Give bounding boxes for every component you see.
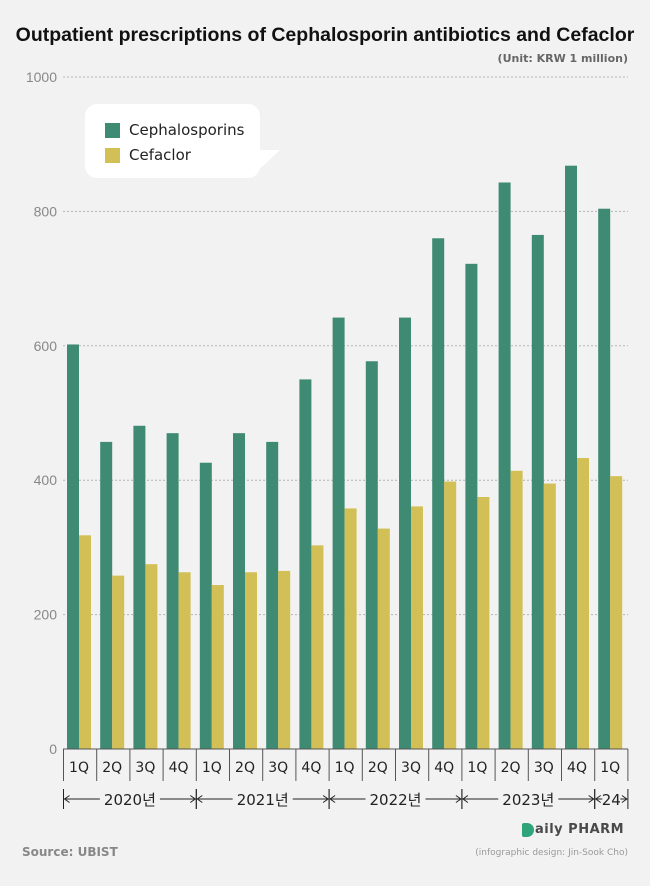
year-label: 2023년	[502, 791, 554, 809]
year-bracket-arrow	[322, 795, 329, 803]
legend-item-cephalosporins: Cephalosporins	[105, 121, 244, 139]
bar-cephalosporins	[598, 208, 611, 749]
bar-cefaclor	[610, 476, 623, 749]
bar-cephalosporins	[332, 317, 345, 749]
legend-swatch-cefaclor	[105, 147, 120, 163]
x-tick-label: 4Q	[169, 760, 189, 776]
legend: Cephalosporins Cefaclor	[85, 104, 260, 178]
x-tick-label: 2Q	[235, 760, 255, 776]
bar-cefaclor	[344, 508, 357, 749]
x-tick-label: 1Q	[335, 760, 355, 776]
x-tick-label: 3Q	[135, 760, 155, 776]
source-label: Source: UBIST	[22, 845, 118, 859]
x-tick-label: 2Q	[501, 760, 521, 776]
y-tick-label: 1000	[26, 69, 57, 85]
bar-cefaclor	[543, 483, 556, 749]
bar-cephalosporins	[299, 379, 312, 749]
bar-cephalosporins	[100, 441, 113, 749]
x-tick-label: 3Q	[401, 760, 421, 776]
year-bracket-arrow	[621, 795, 628, 803]
year-bracket-arrow	[594, 795, 601, 803]
bar-cefaclor	[245, 572, 257, 749]
bar-cefaclor	[477, 497, 490, 749]
bar-cephalosporins	[67, 344, 79, 749]
y-tick-label: 400	[34, 472, 58, 488]
year-label: 2021년	[237, 791, 289, 809]
year-label: 2022년	[370, 791, 422, 809]
year-bracket-arrow	[196, 795, 203, 803]
bar-cephalosporins	[565, 165, 577, 750]
unit-label: (Unit: KRW 1 million)	[497, 52, 628, 65]
y-tick-label: 200	[34, 607, 58, 623]
bar-cefaclor	[211, 585, 224, 749]
x-tick-label: 3Q	[534, 760, 554, 776]
design-credit: (infographic design: Jin-Sook Cho)	[475, 848, 628, 858]
bar-cefaclor	[377, 528, 390, 749]
bar-cephalosporins	[399, 317, 411, 749]
legend-label-cefaclor: Cefaclor	[129, 146, 191, 164]
year-label: 24	[602, 791, 621, 809]
x-tick-label: 2Q	[102, 760, 122, 776]
year-bracket-arrow	[190, 795, 197, 803]
bar-chart: 0 200 400 600 800 1000 1Q 2Q 3Q 4Q 1Q 2Q 3Q 4Q 1Q 2Q 3Q 4…	[26, 69, 629, 809]
bar-cephalosporins	[531, 234, 544, 750]
chart-title: Outpatient prescriptions of Cephalospori…	[15, 24, 635, 46]
logo-mark-icon	[522, 822, 534, 837]
year-bracket-arrow	[455, 795, 462, 803]
bar-cephalosporins	[166, 433, 179, 749]
bar-cephalosporins	[133, 425, 146, 749]
bar-cefaclor	[510, 470, 523, 749]
bar-cefaclor	[278, 570, 291, 749]
year-bracket-arrow	[63, 795, 70, 803]
x-tick-label: 1Q	[467, 760, 487, 776]
year-bracket-arrow	[329, 795, 336, 803]
legend-label-cephalosporins: Cephalosporins	[129, 121, 245, 139]
bar-cefaclor	[444, 481, 457, 749]
x-tick-label: 4Q	[567, 760, 587, 776]
year-label: 2020년	[104, 791, 156, 809]
x-tick-label: 3Q	[268, 760, 288, 776]
logo-text: aily PHARM	[535, 822, 625, 837]
bar-cephalosporins	[266, 441, 279, 749]
bar-cephalosporins	[432, 238, 445, 749]
legend-item-cefaclor: Cefaclor	[105, 146, 191, 164]
bar-cefaclor	[311, 545, 324, 749]
x-tick-label: 1Q	[202, 760, 222, 776]
bar-cephalosporins	[233, 433, 245, 749]
bar-cefaclor	[79, 535, 91, 749]
legend-swatch-cephalosporins	[105, 122, 120, 138]
y-tick-label: 800	[34, 203, 58, 219]
bar-cephalosporins	[199, 462, 212, 749]
bar-cephalosporins	[498, 182, 511, 749]
x-tick-label: 4Q	[301, 760, 321, 776]
bar-cephalosporins	[465, 263, 478, 749]
year-bracket-arrow	[588, 795, 595, 803]
x-tick-label: 1Q	[69, 760, 89, 776]
bar-cefaclor	[178, 572, 191, 749]
dailypharm-logo: aily PHARM	[522, 822, 624, 837]
bar-cefaclor	[145, 564, 158, 749]
x-tick-label: 2Q	[368, 760, 388, 776]
bar-cefaclor	[577, 458, 589, 749]
bar-cefaclor	[411, 506, 423, 749]
bar-cephalosporins	[365, 361, 378, 749]
bar-cefaclor	[112, 575, 125, 749]
y-tick-label: 0	[49, 741, 57, 757]
y-tick-label: 600	[34, 338, 58, 354]
x-tick-label: 1Q	[600, 760, 620, 776]
year-bracket-arrow	[462, 795, 469, 803]
x-tick-label: 4Q	[434, 760, 454, 776]
